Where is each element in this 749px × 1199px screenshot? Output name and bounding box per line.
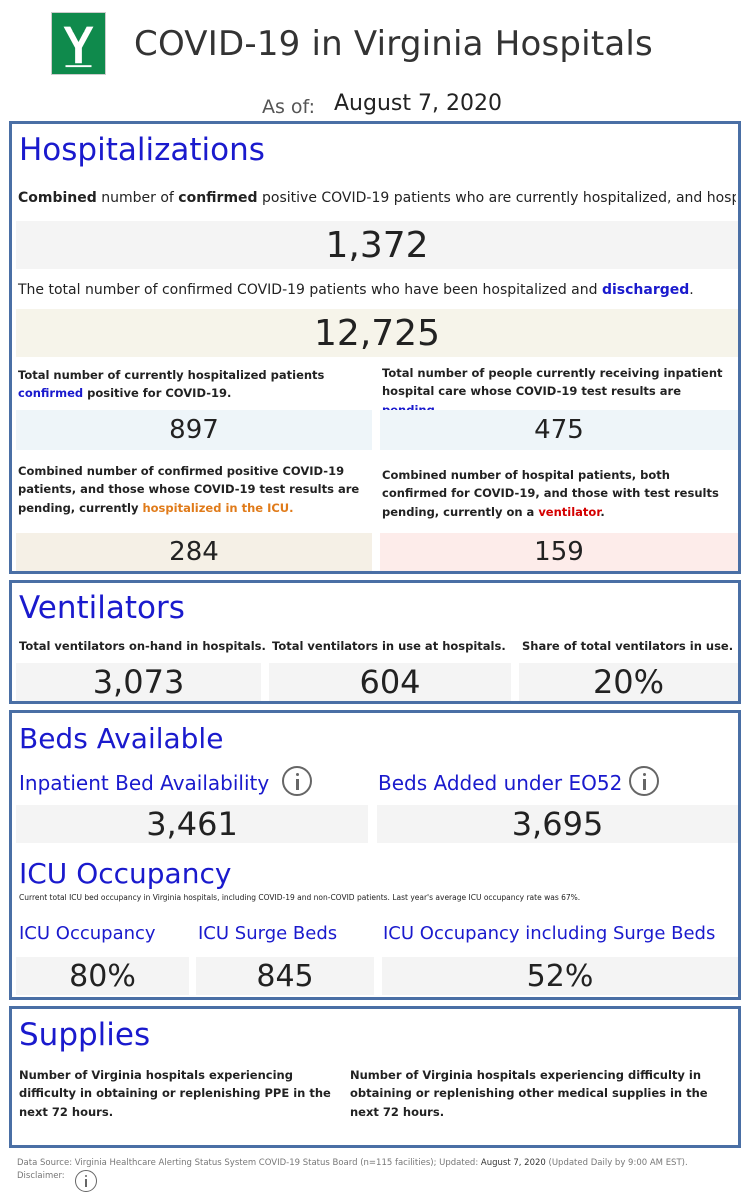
as-of-date: August 7, 2020 xyxy=(334,91,502,116)
footer-source: Data Source: Virginia Healthcare Alertin… xyxy=(17,1158,688,1181)
page-title: COVID-19 in Virginia Hospitals xyxy=(134,24,653,64)
eo52-beds-label: Beds Added under EO52 xyxy=(378,771,623,795)
hospitalizations-heading: Hospitalizations xyxy=(19,132,265,168)
ventilators-heading: Ventilators xyxy=(19,590,185,626)
icu-surge-beds-value: 845 xyxy=(196,957,374,995)
pending-value: 475 xyxy=(380,410,738,450)
info-icon[interactable] xyxy=(75,1170,97,1192)
icu-occupancy-heading: ICU Occupancy xyxy=(19,857,232,890)
info-icon[interactable] xyxy=(629,766,659,796)
other-supplies-description: Number of Virginia hospitals experiencin… xyxy=(350,1068,708,1119)
beds-heading: Beds Available xyxy=(19,722,224,755)
vhha-logo-icon xyxy=(51,12,106,75)
disclaimer-label: Disclaimer: xyxy=(17,1170,65,1181)
info-icon[interactable] xyxy=(282,766,312,796)
confirmed-description: Total number of currently hospitalized p… xyxy=(18,368,325,401)
vent-share-label: Share of total ventilators in use. xyxy=(522,639,734,653)
combined-hospitalized-value: 1,372 xyxy=(16,221,738,269)
icu-occupancy-value: 80% xyxy=(16,957,189,995)
inpatient-bed-value: 3,461 xyxy=(16,805,368,843)
eo52-beds-value: 3,695 xyxy=(377,805,738,843)
inpatient-bed-label: Inpatient Bed Availability xyxy=(19,771,270,795)
beds-panel: Beds Available Inpatient Bed Availabilit… xyxy=(9,710,741,1000)
icu-incl-surge-value: 52% xyxy=(382,957,738,995)
confirmed-value: 897 xyxy=(16,410,372,450)
combined-description: Combined number of confirmed positive CO… xyxy=(18,190,736,206)
ppe-description: Number of Virginia hospitals experiencin… xyxy=(19,1068,331,1119)
icu-hospitalized-value: 284 xyxy=(16,533,372,571)
vent-share-value: 20% xyxy=(519,663,738,701)
vent-onhand-value: 3,073 xyxy=(16,663,261,701)
ventilator-patients-value: 159 xyxy=(380,533,738,571)
vent-onhand-label: Total ventilators on-hand in hospitals. xyxy=(19,639,266,653)
discharged-value: 12,725 xyxy=(16,309,738,357)
icu-description: Combined number of confirmed positive CO… xyxy=(18,464,360,515)
icu-occupancy-description: Current total ICU bed occupancy in Virgi… xyxy=(19,893,581,902)
as-of-label: As of: xyxy=(262,96,315,118)
supplies-panel: Supplies Number of Virginia hospitals ex… xyxy=(9,1006,741,1148)
icu-surge-beds-label: ICU Surge Beds xyxy=(198,923,338,944)
discharged-description: The total number of confirmed COVID-19 p… xyxy=(18,282,694,298)
vent-inuse-label: Total ventilators in use at hospitals. xyxy=(272,639,506,653)
icu-incl-surge-label: ICU Occupancy including Surge Beds xyxy=(383,923,716,944)
hospitalizations-panel: Hospitalizations Combined number of conf… xyxy=(9,121,741,574)
icu-occupancy-label: ICU Occupancy xyxy=(19,923,156,944)
ventilator-patients-description: Combined number of hospital patients, bo… xyxy=(382,468,719,519)
vent-inuse-value: 604 xyxy=(269,663,511,701)
supplies-heading: Supplies xyxy=(19,1017,151,1053)
ventilators-panel: Ventilators Total ventilators on-hand in… xyxy=(9,580,741,704)
